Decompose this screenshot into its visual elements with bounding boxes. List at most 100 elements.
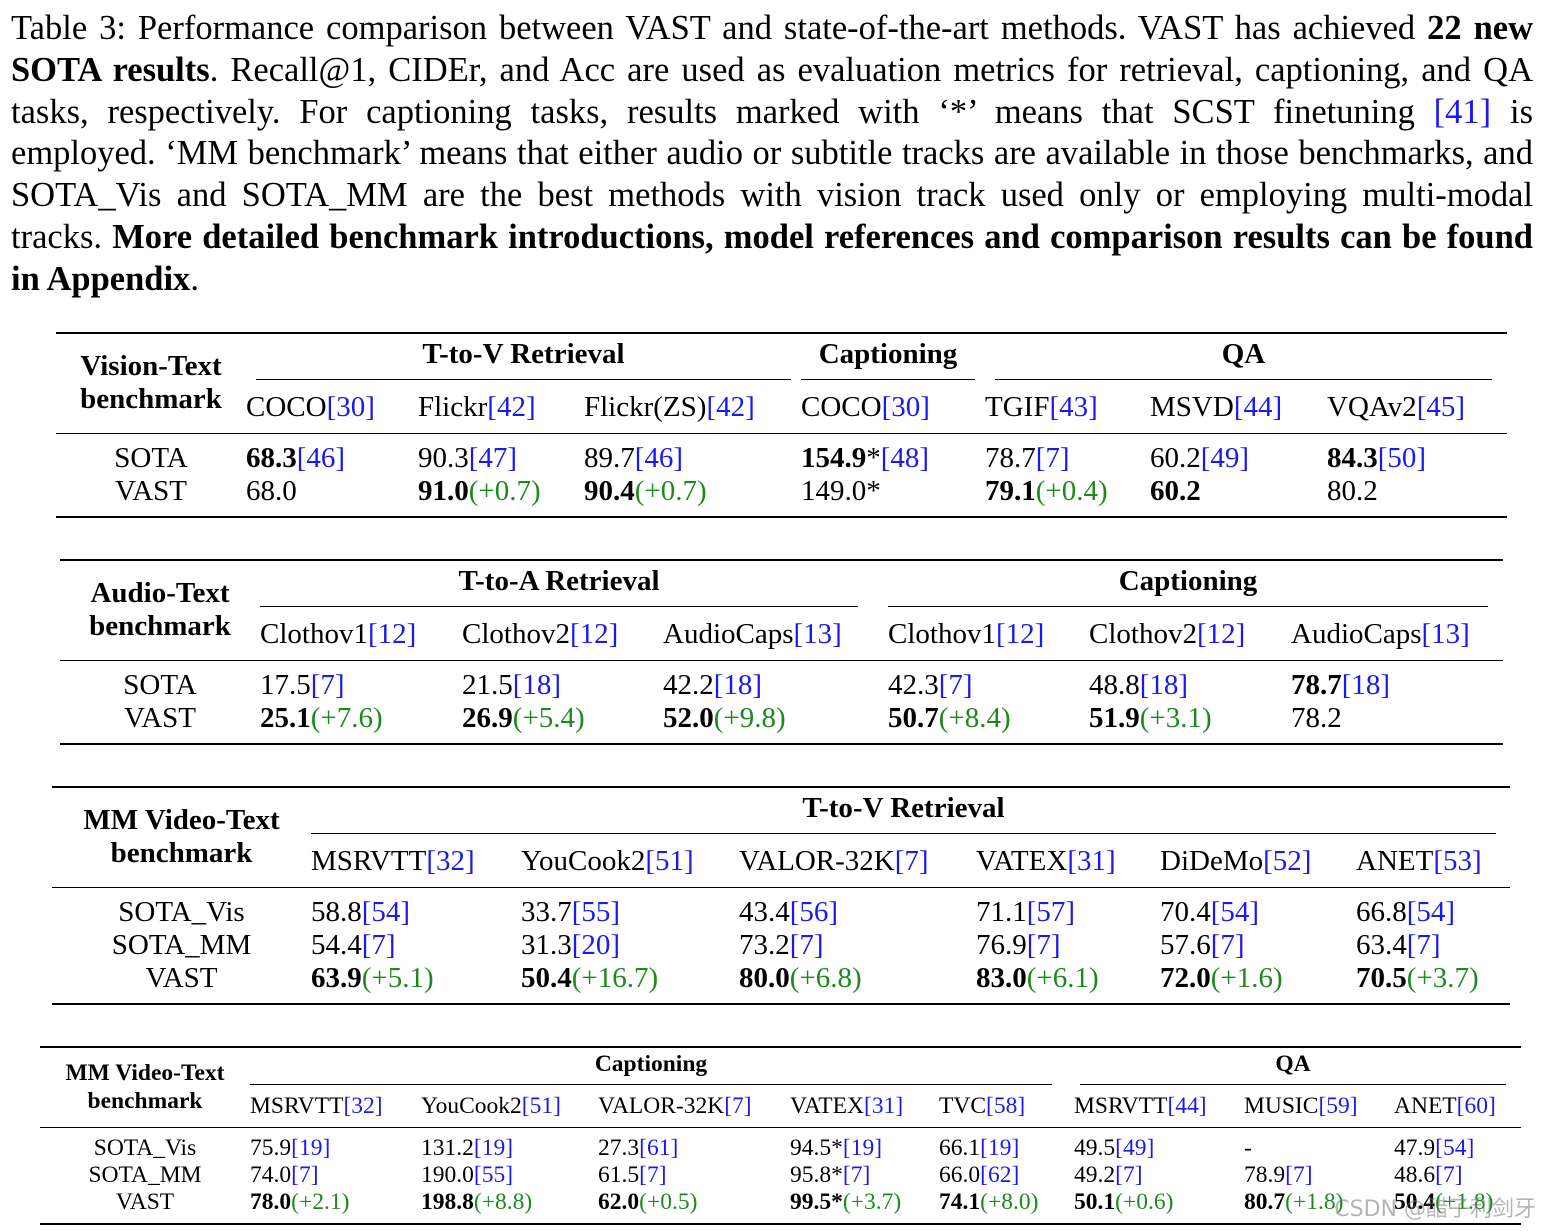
- caption-label: Table 3:: [11, 9, 126, 47]
- column-name: VQAv2: [1327, 391, 1417, 424]
- citation-link[interactable]: [18]: [1139, 668, 1189, 701]
- citation-link[interactable]: [7]: [1210, 928, 1245, 961]
- citation-link[interactable]: [44]: [1167, 1093, 1207, 1120]
- table-row: SOTA_MM 74.0[7] 190.0[55] 61.5[7] 95.8*[7] 66…: [40, 1162, 1521, 1190]
- cell-value: 78.2: [1291, 701, 1342, 734]
- citation-link[interactable]: [48]: [880, 441, 930, 474]
- citation-link[interactable]: [7]: [894, 845, 929, 878]
- citation-link[interactable]: [30]: [881, 391, 930, 424]
- citation-link[interactable]: [62]: [980, 1161, 1020, 1188]
- citation-link[interactable]: [7]: [938, 668, 973, 701]
- cell-value: 61.5: [598, 1161, 640, 1188]
- citation-link[interactable]: [46]: [296, 441, 346, 474]
- citation-link[interactable]: [42]: [487, 391, 536, 424]
- citation-link[interactable]: [50]: [1377, 441, 1427, 474]
- citation-link[interactable]: [53]: [1433, 845, 1482, 878]
- citation-link[interactable]: [13]: [793, 618, 842, 651]
- cell-value: 42.2: [663, 668, 714, 701]
- table-cell: 70.5(+3.7): [1356, 962, 1510, 1005]
- citation-link[interactable]: [20]: [571, 928, 621, 961]
- cell-value: 31.3: [521, 928, 572, 961]
- citation-link[interactable]: [18]: [512, 668, 562, 701]
- column-header: Flickr[42]: [418, 383, 584, 433]
- citation-link[interactable]: [54]: [361, 895, 411, 928]
- citation-link[interactable]: [7]: [789, 928, 824, 961]
- column-header-row: Clothov1[12] Clothov2[12] AudioCaps[13] Clo…: [60, 610, 1503, 660]
- citation-link[interactable]: [44]: [1233, 391, 1283, 424]
- citation-link[interactable]: [12]: [367, 618, 417, 651]
- citation-link[interactable]: [54]: [1406, 895, 1456, 928]
- citation-link[interactable]: [51]: [645, 845, 694, 878]
- citation-link[interactable]: [7]: [1026, 928, 1061, 961]
- cell-value: 91.0: [418, 474, 469, 507]
- gain-value: (+1.6): [1210, 962, 1283, 994]
- table-row: SOTA_Vis 75.9[19] 131.2[19] 27.3[61] 94.5*[1…: [40, 1127, 1521, 1162]
- citation-link[interactable]: [45]: [1416, 391, 1466, 424]
- citation-link[interactable]: [19]: [473, 1134, 514, 1161]
- citation-link[interactable]: [12]: [995, 618, 1045, 651]
- cell-value: 48.6: [1394, 1161, 1436, 1188]
- citation-link[interactable]: [7]: [1035, 441, 1070, 474]
- citation-link[interactable]: [49]: [1115, 1134, 1155, 1161]
- citation-link[interactable]: [7]: [842, 1161, 871, 1188]
- citation-link[interactable]: [32]: [426, 845, 475, 878]
- citation-link[interactable]: [55]: [571, 895, 621, 928]
- table-cell: 42.3[7]: [888, 660, 1089, 702]
- citation-link[interactable]: [49]: [1200, 441, 1250, 474]
- citation-link[interactable]: [7]: [1406, 928, 1441, 961]
- cell-value: 66.8: [1356, 895, 1407, 928]
- citation-link[interactable]: [7]: [1435, 1161, 1463, 1188]
- citation-link[interactable]: [46]: [634, 441, 684, 474]
- table-cell: 91.0(+0.7): [418, 474, 584, 518]
- citation-link[interactable]: [58]: [986, 1093, 1026, 1120]
- citation-link[interactable]: [7]: [291, 1161, 319, 1188]
- mm-video-text-retrieval-table: MM Video-Text benchmark T-to-V Retrieval…: [52, 786, 1510, 1005]
- citation-link[interactable]: [57]: [1026, 895, 1076, 928]
- citation-link[interactable]: [7]: [639, 1161, 667, 1188]
- citation-link[interactable]: [55]: [473, 1161, 514, 1188]
- citation-link[interactable]: [52]: [1263, 845, 1312, 878]
- gain-value: (+0.5): [639, 1189, 698, 1215]
- citation-link[interactable]: [12]: [569, 618, 619, 651]
- citation-link[interactable]: [19]: [842, 1134, 883, 1161]
- row-label: SOTA: [114, 441, 188, 474]
- citation-link[interactable]: [31]: [864, 1093, 904, 1120]
- citation-link[interactable]: [56]: [789, 895, 839, 928]
- table-cell: 79.1(+0.4): [985, 474, 1150, 518]
- citation-link[interactable]: [61]: [639, 1134, 679, 1161]
- citation-link[interactable]: [7]: [724, 1093, 752, 1120]
- group-header: Captioning: [250, 1047, 1074, 1087]
- citation-link[interactable]: [31]: [1067, 845, 1116, 878]
- citation-link[interactable]: [7]: [310, 668, 345, 701]
- citation-link[interactable]: [54]: [1435, 1134, 1475, 1161]
- table-row: VAST 78.0(+2.1) 198.8(+8.8) 62.0(+0.5) 99.5*…: [40, 1189, 1521, 1225]
- citation-link[interactable]: [19]: [291, 1134, 331, 1161]
- table-cell: 49.5[49]: [1074, 1127, 1244, 1162]
- citation-link[interactable]: [47]: [468, 441, 518, 474]
- citation-link[interactable]: [13]: [1421, 618, 1470, 651]
- table-cell: 60.2[49]: [1150, 433, 1327, 475]
- cell-value: 99.5*: [790, 1189, 843, 1215]
- citation-link[interactable]: [30]: [326, 391, 375, 424]
- citation-link[interactable]: [32]: [343, 1093, 383, 1120]
- citation-link[interactable]: [7]: [361, 928, 396, 961]
- citation-link[interactable]: [59]: [1318, 1093, 1358, 1120]
- group-label: T-to-A Retrieval: [260, 565, 858, 607]
- citation-link[interactable]: [43]: [1049, 391, 1098, 424]
- citation-link[interactable]: [60]: [1456, 1093, 1496, 1120]
- table-row: VAST 63.9(+5.1) 50.4(+16.7) 80.0(+6.8) 83.0(…: [52, 962, 1510, 1005]
- citation-link[interactable]: [54]: [1210, 895, 1260, 928]
- citation-link[interactable]: [18]: [713, 668, 763, 701]
- table-cell: 26.9(+5.4): [462, 701, 663, 745]
- citation-link[interactable]: [42]: [706, 391, 755, 424]
- cell-value: 149.0*: [801, 474, 881, 507]
- citation-link[interactable]: [41]: [1433, 92, 1492, 131]
- citation-link[interactable]: [18]: [1341, 668, 1391, 701]
- citation-link[interactable]: [12]: [1196, 618, 1246, 651]
- cell-value: 72.0: [1160, 962, 1211, 994]
- citation-link[interactable]: [19]: [980, 1134, 1020, 1161]
- citation-link[interactable]: [7]: [1285, 1161, 1313, 1188]
- citation-link[interactable]: [7]: [1115, 1161, 1143, 1188]
- citation-link[interactable]: [51]: [521, 1093, 561, 1120]
- gain-value: (+8.8): [473, 1189, 533, 1215]
